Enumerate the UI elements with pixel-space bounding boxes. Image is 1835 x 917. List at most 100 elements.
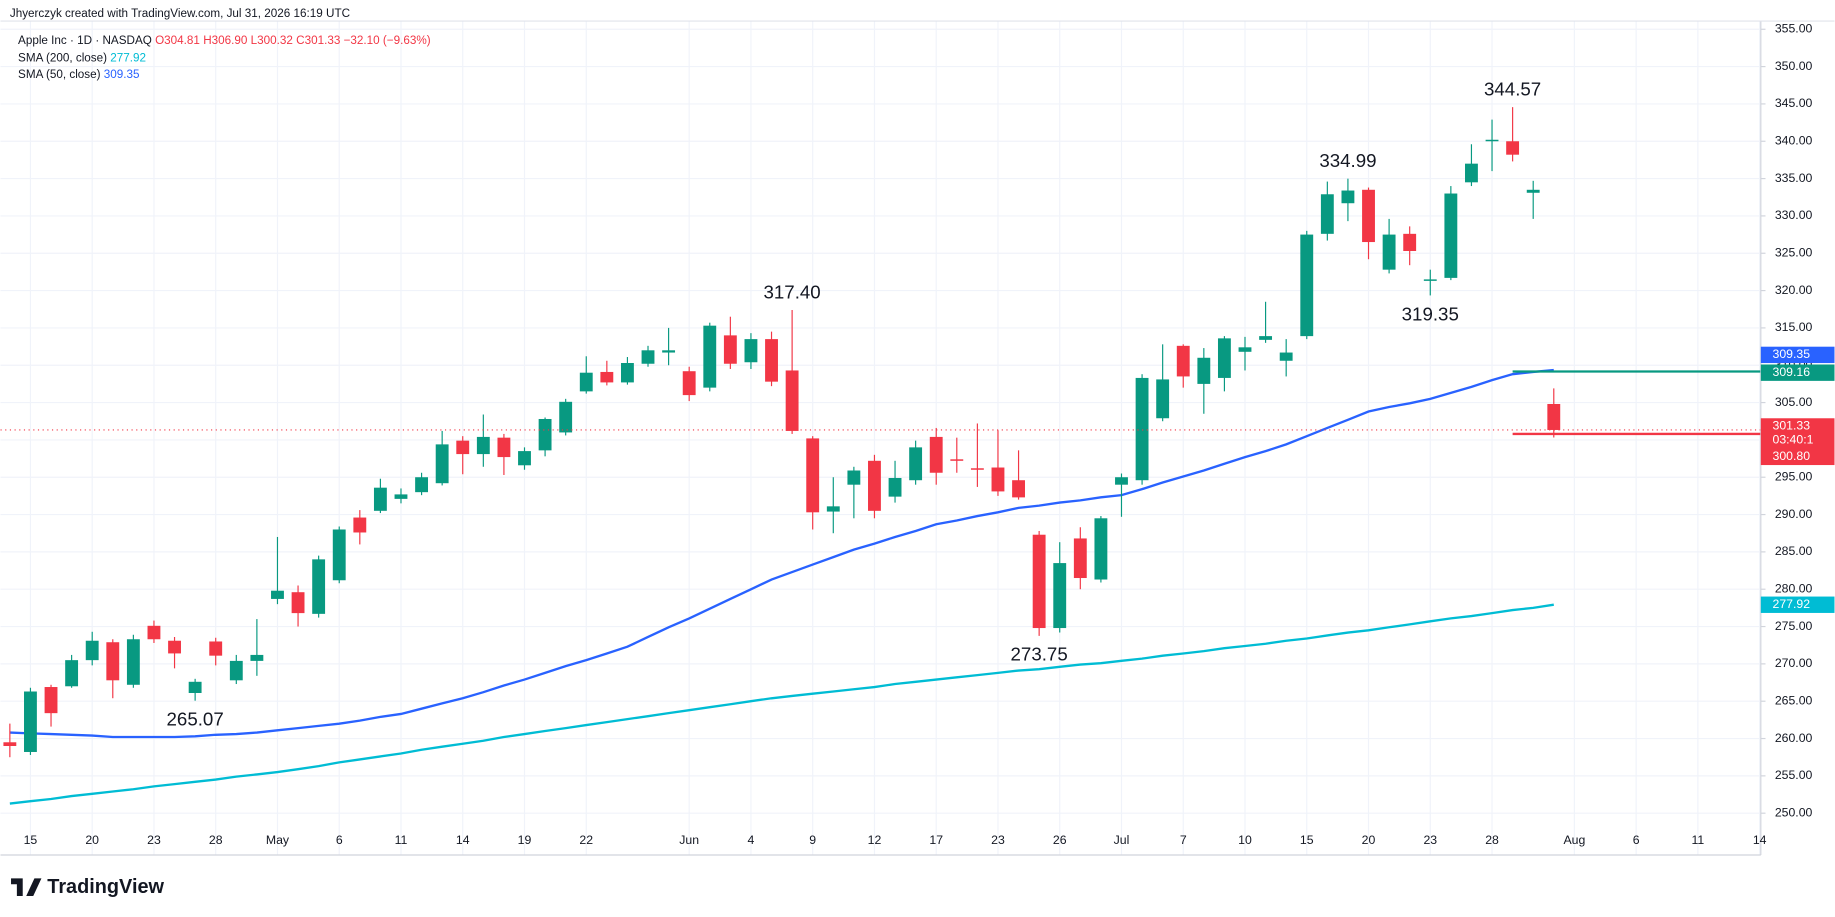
x-tick-label: 23 xyxy=(147,833,161,847)
candle-body xyxy=(24,691,37,752)
candle-body xyxy=(147,625,161,640)
symbol: Apple Inc · 1D · NASDAQ xyxy=(18,34,152,47)
ohlc-close: C301.33 xyxy=(296,34,340,47)
y-tick-label: 320.00 xyxy=(1775,283,1813,297)
y-tick-label: 280.00 xyxy=(1775,581,1813,595)
candle-body xyxy=(1156,379,1170,419)
candle-body xyxy=(1115,477,1128,485)
candle-body xyxy=(497,437,511,458)
x-tick-label: 22 xyxy=(579,833,593,847)
x-tick-label: 14 xyxy=(1753,833,1767,847)
sma-line xyxy=(9,368,1554,739)
x-tick-label: 20 xyxy=(85,833,99,847)
candle-body xyxy=(765,339,778,382)
y-tick-label: 265.00 xyxy=(1775,693,1813,707)
credit: Jhyerczyk created with TradingView.com, … xyxy=(10,7,350,20)
candle-body xyxy=(456,440,470,455)
y-tick-label: 270.00 xyxy=(1775,656,1813,670)
y-tick-label: 335.00 xyxy=(1775,171,1813,185)
candle-body xyxy=(1403,233,1417,252)
candle-body xyxy=(538,418,552,451)
x-tick-label: 11 xyxy=(395,833,408,847)
legend-value: 277.92 xyxy=(110,52,146,65)
candle-body xyxy=(1073,538,1087,579)
candle-body xyxy=(271,590,284,599)
x-tick-label: 12 xyxy=(868,833,882,847)
candle-body xyxy=(1279,352,1293,361)
x-tick-label: May xyxy=(266,833,290,847)
candle-body xyxy=(1094,518,1108,580)
candle-body xyxy=(806,438,820,513)
candle-body xyxy=(168,640,181,654)
candle-body xyxy=(209,641,223,656)
candle-body xyxy=(888,477,902,497)
candle-body xyxy=(826,506,840,512)
candle-body xyxy=(394,494,408,499)
x-tick-label: 28 xyxy=(209,833,223,847)
annotation: 344.57 xyxy=(1484,79,1541,100)
x-tick-label: 28 xyxy=(1485,833,1499,847)
candle-body xyxy=(1506,141,1520,155)
sma-price-label: 309.35 xyxy=(1773,347,1811,361)
annotation: 319.35 xyxy=(1402,303,1459,324)
candle-body xyxy=(909,447,923,481)
candle-body xyxy=(1217,338,1231,378)
plot: 344.57 334.99 317.40 319.35 273.75 265.07 xyxy=(0,79,1761,805)
level-price-label-box xyxy=(1760,364,1835,381)
candle-body xyxy=(435,444,449,484)
candle-body xyxy=(353,517,367,533)
candle-body xyxy=(868,460,881,511)
logo: TradingView xyxy=(11,876,165,898)
x-tick-label: 6 xyxy=(1633,833,1640,847)
candle-body xyxy=(1012,480,1025,498)
candle-body xyxy=(682,371,696,396)
candle-body xyxy=(85,640,99,661)
x-tick-label: 7 xyxy=(1180,833,1187,847)
annotation: 265.07 xyxy=(167,709,224,730)
x-tick-label: 20 xyxy=(1362,833,1376,847)
candle-body xyxy=(620,362,634,383)
y-tick-label: 250.00 xyxy=(1775,805,1813,819)
x-tick-label: 4 xyxy=(748,833,755,847)
candle-body xyxy=(44,687,58,714)
x-tick-label: 14 xyxy=(456,833,470,847)
x-tick-label: 15 xyxy=(24,833,38,847)
candle-body xyxy=(847,470,861,485)
sma-price-label: 277.92 xyxy=(1773,597,1811,611)
candle-body xyxy=(559,401,573,433)
x-tick-label: 17 xyxy=(929,833,943,847)
candle-body xyxy=(1053,563,1067,629)
logo-text: TradingView xyxy=(47,876,164,898)
ohlc-open: O304.81 xyxy=(155,34,200,47)
candle-body xyxy=(1547,403,1561,430)
candle-body xyxy=(1465,163,1478,183)
candle-body xyxy=(373,487,387,511)
candle-body xyxy=(1485,139,1499,142)
x-tick-label: Aug xyxy=(1563,833,1585,847)
ohlc-legend: Apple Inc · 1D · NASDAQ O304.81 H306.90 … xyxy=(18,34,431,47)
annotation: 317.40 xyxy=(764,282,821,303)
x-tick-label: 6 xyxy=(336,833,343,847)
level-price-label: 300.80 xyxy=(1773,449,1811,463)
candle-body xyxy=(229,660,243,681)
candle-body xyxy=(126,639,140,685)
candle-body xyxy=(785,370,799,431)
annotation: 334.99 xyxy=(1319,150,1376,171)
y-tick-label: 285.00 xyxy=(1775,544,1813,558)
y-tick-label: 345.00 xyxy=(1775,96,1813,110)
y-tick-label: 340.00 xyxy=(1775,134,1813,148)
y-tick-label: 255.00 xyxy=(1775,768,1813,782)
y-tick-label: 305.00 xyxy=(1775,395,1813,409)
logo-icon xyxy=(11,878,42,896)
candle-body xyxy=(65,660,79,687)
candle-body xyxy=(1382,234,1396,270)
y-tick-label: 330.00 xyxy=(1775,208,1813,222)
candle-body xyxy=(1320,194,1334,234)
candle-body xyxy=(1259,336,1273,340)
candle-body xyxy=(1176,345,1190,377)
y-tick-label: 315.00 xyxy=(1775,320,1813,334)
y-tick-label: 290.00 xyxy=(1775,507,1813,521)
y-tick-label: 355.00 xyxy=(1775,22,1813,36)
x-tick-label: 19 xyxy=(518,833,532,847)
